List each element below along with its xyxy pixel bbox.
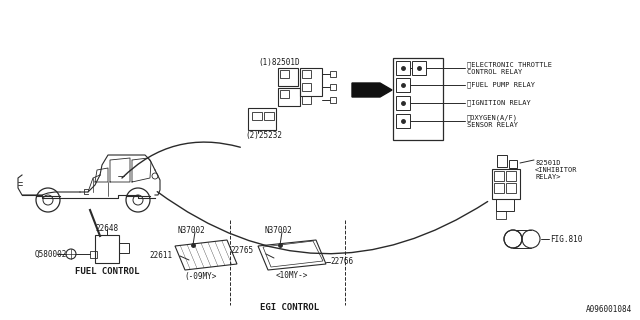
Bar [393, 58, 443, 140]
Bar [506, 183, 516, 193]
Bar [509, 160, 517, 168]
Bar [496, 199, 514, 211]
Bar [396, 61, 410, 75]
Text: 82501D
<INHIBITOR
RELAY>: 82501D <INHIBITOR RELAY> [535, 160, 577, 180]
Text: (2)25232: (2)25232 [245, 131, 282, 140]
Bar [396, 78, 410, 92]
Ellipse shape [504, 230, 522, 248]
Bar [497, 155, 507, 167]
Bar [280, 90, 289, 98]
Bar [396, 114, 410, 128]
Bar [330, 71, 336, 77]
Bar [506, 171, 516, 181]
Bar [302, 83, 311, 91]
Text: 22648: 22648 [95, 223, 118, 233]
Text: Q580002: Q580002 [35, 250, 67, 259]
Bar [278, 68, 298, 86]
Bar [396, 96, 410, 110]
Bar [248, 108, 276, 130]
Bar [252, 112, 262, 120]
Bar [492, 169, 520, 199]
Text: N37002: N37002 [177, 226, 205, 235]
Text: ②IGNITION RELAY: ②IGNITION RELAY [467, 100, 531, 106]
Text: N37002: N37002 [264, 226, 292, 235]
Bar [300, 68, 322, 96]
Bar [90, 251, 97, 258]
Text: ②OXYGEN(A/F)
SENSOR RELAY: ②OXYGEN(A/F) SENSOR RELAY [467, 114, 518, 128]
Text: 22766: 22766 [330, 258, 353, 267]
Bar [412, 61, 426, 75]
FancyArrow shape [352, 83, 392, 97]
Bar [494, 171, 504, 181]
Bar [119, 243, 129, 253]
Bar [330, 97, 336, 103]
Text: <10MY->: <10MY-> [276, 271, 308, 281]
Bar [302, 70, 311, 78]
Text: 22611: 22611 [150, 252, 173, 260]
Bar [302, 96, 311, 104]
Bar [280, 70, 289, 78]
Text: EGI CONTROL: EGI CONTROL [260, 303, 319, 313]
Text: (1)82501D: (1)82501D [258, 58, 300, 67]
Bar [330, 84, 336, 90]
Bar [95, 235, 119, 263]
Text: ①FUEL PUMP RELAY: ①FUEL PUMP RELAY [467, 82, 535, 88]
Bar [264, 112, 274, 120]
Bar [494, 183, 504, 193]
Bar [496, 211, 506, 219]
Text: (-09MY>: (-09MY> [185, 271, 217, 281]
Text: FUEL CONTROL: FUEL CONTROL [75, 267, 140, 276]
Text: ①ELECTRONIC THROTTLE
CONTROL RELAY: ①ELECTRONIC THROTTLE CONTROL RELAY [467, 61, 552, 75]
Text: 22765: 22765 [231, 245, 254, 254]
Bar [278, 88, 300, 106]
Text: A096001084: A096001084 [586, 305, 632, 314]
Text: FIG.810: FIG.810 [550, 235, 582, 244]
